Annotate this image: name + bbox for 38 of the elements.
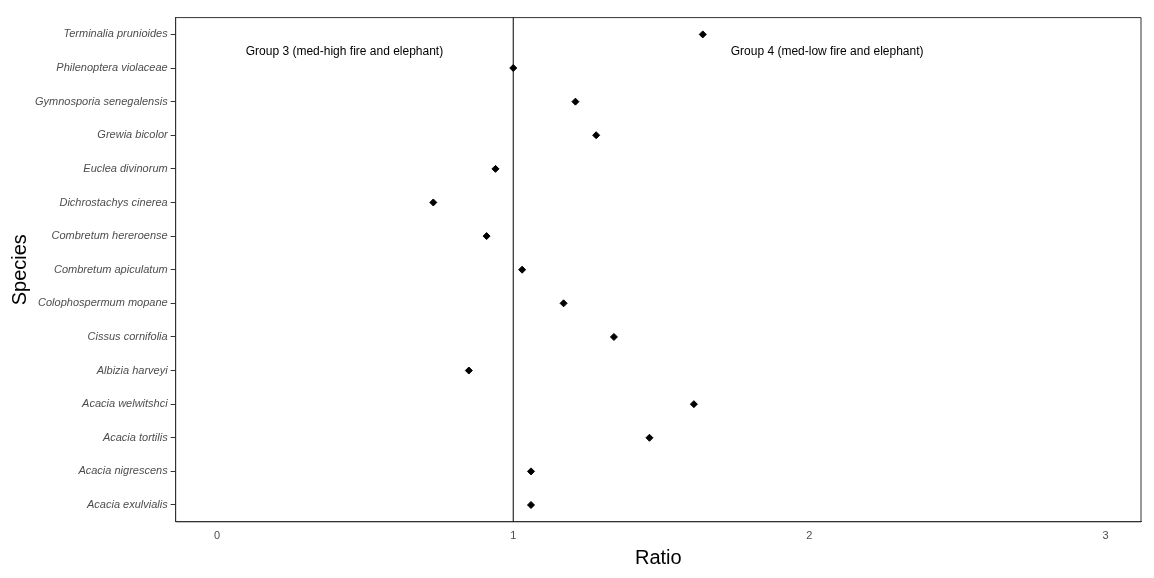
point xyxy=(464,366,473,375)
point xyxy=(609,332,618,341)
y-tick-label: Dichrostachys cinerea xyxy=(59,195,168,208)
point xyxy=(518,265,527,274)
point xyxy=(559,299,568,308)
annotation: Group 4 (med-low fire and elephant) xyxy=(730,43,924,58)
x-tick-label: 2 xyxy=(806,529,813,542)
point xyxy=(698,30,707,39)
y-axis-title: Species xyxy=(7,234,30,306)
annotation: Group 3 (med-high fire and elephant) xyxy=(245,43,444,58)
y-tick-label: Combretum apiculatum xyxy=(53,262,168,275)
y-tick-label: Acacia tortilis xyxy=(101,430,169,443)
y-tick-label: Acacia exulvialis xyxy=(85,498,169,511)
x-axis-title: Ratio xyxy=(634,545,682,568)
point xyxy=(571,97,580,106)
point xyxy=(509,64,518,73)
y-tick-label: Albizia harveyi xyxy=(95,363,169,376)
x-tick-label: 0 xyxy=(214,529,221,542)
point xyxy=(592,131,601,140)
y-tick-label: Combretum hereroense xyxy=(51,229,168,242)
y-tick-label: Cissus cornifolia xyxy=(87,329,168,342)
point xyxy=(491,164,500,173)
y-tick-label: Grewia bicolor xyxy=(97,128,170,141)
y-tick-label: Acacia nigrescens xyxy=(77,464,169,477)
point xyxy=(645,433,654,442)
y-tick-label: Terminalia prunioides xyxy=(63,27,169,40)
y-tick-label: Philenoptera violaceae xyxy=(56,61,168,74)
point xyxy=(527,500,536,509)
point xyxy=(689,400,698,409)
point xyxy=(482,232,491,241)
x-tick-label: 1 xyxy=(510,529,517,542)
point xyxy=(429,198,438,207)
x-tick-label: 3 xyxy=(1102,529,1109,542)
y-tick-label: Euclea divinorum xyxy=(83,161,168,174)
y-tick-label: Acacia welwitshci xyxy=(81,397,169,410)
point xyxy=(527,467,536,476)
y-tick-label: Colophospermum mopane xyxy=(38,296,168,309)
y-tick-label: Gymnosporia senegalensis xyxy=(34,94,169,107)
